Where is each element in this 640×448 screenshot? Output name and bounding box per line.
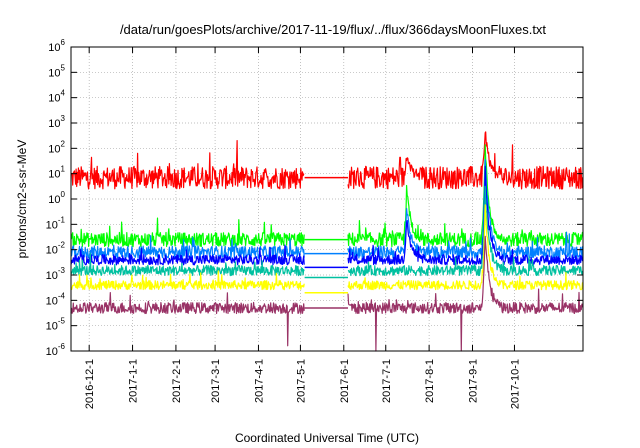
y-tick-label: 10-4 — [46, 291, 66, 307]
x-tick-label: 2017-5-1 — [295, 359, 307, 403]
x-tick-label: 2017-4-1 — [253, 359, 265, 403]
series-layer — [70, 131, 584, 352]
y-tick-label: 10-1 — [46, 215, 66, 231]
y-tick-label: 104 — [48, 89, 65, 105]
y-axis-label: protons/cm2-s-sr-MeV — [15, 140, 29, 259]
x-tick-label: 2017-9-1 — [467, 359, 479, 403]
y-tick-label: 10-3 — [46, 266, 66, 282]
y-tick-label: 10-2 — [46, 241, 66, 257]
series-line-6 — [70, 204, 584, 291]
x-tick-label: 2017-10-1 — [509, 359, 521, 409]
y-tick-label: 10-5 — [46, 317, 66, 333]
series-line-1 — [70, 131, 584, 190]
y-tick-label: 10-6 — [46, 342, 66, 358]
x-tick-label: 2017-1-1 — [128, 359, 140, 403]
y-tick-label: 101 — [48, 165, 65, 181]
x-tick-label: 2017-6-1 — [339, 359, 351, 403]
y-tick-label: 100 — [48, 190, 65, 206]
series-line-3 — [70, 159, 583, 259]
series-line-2 — [70, 144, 584, 248]
x-tick-label: 2017-7-1 — [381, 359, 393, 403]
series-line-5 — [70, 185, 584, 277]
y-tick-label: 106 — [48, 38, 65, 54]
x-tick-label: 2017-3-1 — [210, 359, 222, 403]
x-axis-ticks: 2016-12-1 2017-1-1 2017-2-1 2017-3-1 2017-4-… — [84, 47, 521, 409]
x-tick-label: 2016-12-1 — [84, 359, 96, 409]
y-tick-label: 105 — [48, 63, 65, 79]
x-axis-label: Coordinated Universal Time (UTC) — [235, 431, 419, 445]
series-line-7 — [70, 235, 584, 352]
y-tick-label: 102 — [48, 139, 65, 155]
series-line-4 — [70, 165, 584, 266]
y-axis-ticks: 10-6 10-5 10-4 10-3 10-2 10-1 100 101 102 103 104 1… — [46, 38, 583, 358]
x-tick-label: 2017-2-1 — [171, 359, 183, 403]
chart-title: /data/run/goesPlots/archive/2017-11-19/f… — [120, 22, 546, 37]
x-tick-label: 2017-8-1 — [424, 359, 436, 403]
y-tick-label: 103 — [48, 114, 65, 130]
